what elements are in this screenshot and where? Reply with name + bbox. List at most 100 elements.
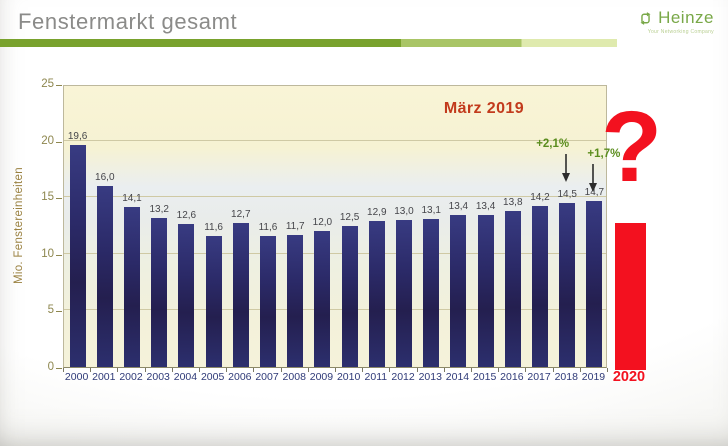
x-axis-label-2008: 2008 bbox=[282, 371, 306, 383]
x-tick-mark bbox=[63, 368, 64, 372]
growth-annotation-2018: +2,1% bbox=[536, 137, 570, 150]
bar-2001 bbox=[96, 185, 113, 367]
x-tick-mark bbox=[579, 368, 581, 372]
bar-2013 bbox=[423, 218, 440, 367]
y-tick-mark bbox=[56, 141, 62, 143]
x-tick-mark bbox=[90, 368, 92, 372]
x-tick-mark bbox=[552, 368, 554, 372]
bar-value-label: 12,5 bbox=[339, 211, 360, 223]
x-axis-label-2007: 2007 bbox=[255, 371, 279, 383]
x-axis-label-2013: 2013 bbox=[418, 371, 442, 383]
bar-value-label: 14,7 bbox=[584, 186, 605, 198]
bar-value-label: 14,1 bbox=[122, 193, 142, 205]
bar-value-label: 13,4 bbox=[448, 201, 469, 213]
plot-area: 19,6 16,0 14,1 13,2 12,6 11,6 12,7 11,6 11,7 12,0… bbox=[63, 85, 607, 368]
x-axis-label-2014: 2014 bbox=[445, 371, 470, 383]
x-axis-label-2004: 2004 bbox=[173, 371, 198, 383]
bar-value-label: 13,2 bbox=[149, 203, 169, 215]
bar-2017 bbox=[532, 206, 548, 367]
bar-value-label: 11,7 bbox=[285, 220, 305, 232]
x-tick-mark bbox=[389, 368, 391, 372]
bar-2005 bbox=[205, 235, 222, 367]
x-axis-label-2020: 2020 bbox=[612, 369, 646, 385]
y-tick-mark bbox=[56, 368, 62, 369]
x-tick-mark bbox=[171, 368, 173, 372]
x-axis-label-2006: 2006 bbox=[228, 371, 252, 383]
y-tick-label: 0 bbox=[47, 361, 54, 373]
y-tick-mark bbox=[56, 198, 62, 200]
x-axis-label-2015: 2015 bbox=[472, 371, 497, 383]
bar-value-label: 14,5 bbox=[557, 188, 577, 200]
bar-2016 bbox=[504, 210, 521, 367]
x-tick-mark bbox=[362, 368, 364, 372]
gridline bbox=[64, 252, 606, 254]
x-axis-label-2011: 2011 bbox=[364, 371, 388, 383]
bar-2002 bbox=[124, 207, 140, 367]
x-tick-mark bbox=[253, 368, 255, 372]
x-axis-label-2000: 2000 bbox=[64, 371, 89, 383]
x-axis-label-2017: 2017 bbox=[527, 371, 551, 383]
title-divider-bar bbox=[0, 39, 617, 47]
x-axis-label-2018: 2018 bbox=[554, 371, 578, 383]
y-tick-label: 20 bbox=[41, 134, 54, 147]
y-axis-title: Mio. Fenstereinheiten bbox=[13, 167, 25, 285]
bar-2018 bbox=[559, 202, 576, 367]
status-label: März 2019 bbox=[443, 100, 524, 117]
y-tick-mark bbox=[56, 311, 62, 313]
x-tick-mark bbox=[226, 368, 228, 372]
y-tick-label: 25 bbox=[41, 78, 54, 90]
x-axis-label-2005: 2005 bbox=[200, 371, 225, 383]
bar-2012 bbox=[396, 219, 412, 367]
bar-value-label: 12,0 bbox=[312, 217, 333, 229]
gridline bbox=[64, 139, 606, 141]
bar-value-label: 13,1 bbox=[421, 204, 441, 216]
bar-2004 bbox=[178, 224, 195, 367]
question-mark-2020: ? bbox=[601, 91, 663, 203]
x-axis-label-2003: 2003 bbox=[146, 371, 170, 383]
x-tick-mark bbox=[307, 368, 309, 372]
x-tick-mark bbox=[144, 368, 146, 372]
bar-2003 bbox=[151, 217, 168, 367]
down-arrow-icon bbox=[561, 153, 571, 187]
x-axis-label-2002: 2002 bbox=[119, 371, 143, 383]
bar-2009 bbox=[314, 231, 331, 367]
bar-2007 bbox=[260, 235, 276, 367]
heinze-logo: Heinze Your Networking Company bbox=[637, 8, 714, 35]
heinze-cycle-icon bbox=[637, 10, 654, 27]
bar-value-label: 12,6 bbox=[176, 210, 197, 222]
bar-2011 bbox=[368, 220, 385, 367]
bar-value-label: 11,6 bbox=[258, 221, 278, 233]
x-axis-label-2010: 2010 bbox=[336, 371, 361, 383]
bar-value-label: 13,8 bbox=[503, 196, 523, 208]
x-tick-mark bbox=[471, 368, 472, 372]
bar-2010 bbox=[341, 225, 358, 367]
growth-annotation-2019: +1,7% bbox=[587, 147, 621, 160]
y-tick-label: 10 bbox=[41, 247, 54, 260]
x-tick-mark bbox=[280, 368, 282, 372]
heinze-logo-tagline: Your Networking Company bbox=[647, 29, 714, 35]
forecast-bar-2020 bbox=[615, 223, 646, 370]
bar-2014 bbox=[450, 215, 467, 367]
heinze-logo-text: Heinze bbox=[658, 8, 714, 27]
bar-value-label: 11,6 bbox=[204, 221, 223, 233]
bar-value-label: 13,4 bbox=[475, 201, 496, 213]
x-tick-mark bbox=[199, 368, 200, 372]
bar-2019 bbox=[586, 200, 603, 367]
bar-value-label: 16,0 bbox=[95, 171, 115, 183]
gridline bbox=[64, 309, 606, 311]
x-axis-label-2009: 2009 bbox=[309, 371, 334, 383]
y-tick-mark bbox=[56, 254, 62, 256]
y-tick-mark bbox=[56, 85, 62, 86]
down-arrow-icon bbox=[588, 163, 598, 197]
bar-value-label: 12,7 bbox=[231, 209, 251, 221]
x-tick-mark bbox=[607, 368, 608, 372]
x-tick-mark bbox=[335, 368, 336, 372]
bar-2000 bbox=[69, 145, 86, 367]
y-tick-label: 5 bbox=[47, 304, 54, 317]
bar-2008 bbox=[287, 234, 304, 367]
x-axis-label-2001: 2001 bbox=[92, 371, 116, 383]
bar-value-label: 14,2 bbox=[530, 192, 550, 204]
x-tick-mark bbox=[498, 368, 500, 372]
y-tick-label: 15 bbox=[41, 191, 54, 204]
